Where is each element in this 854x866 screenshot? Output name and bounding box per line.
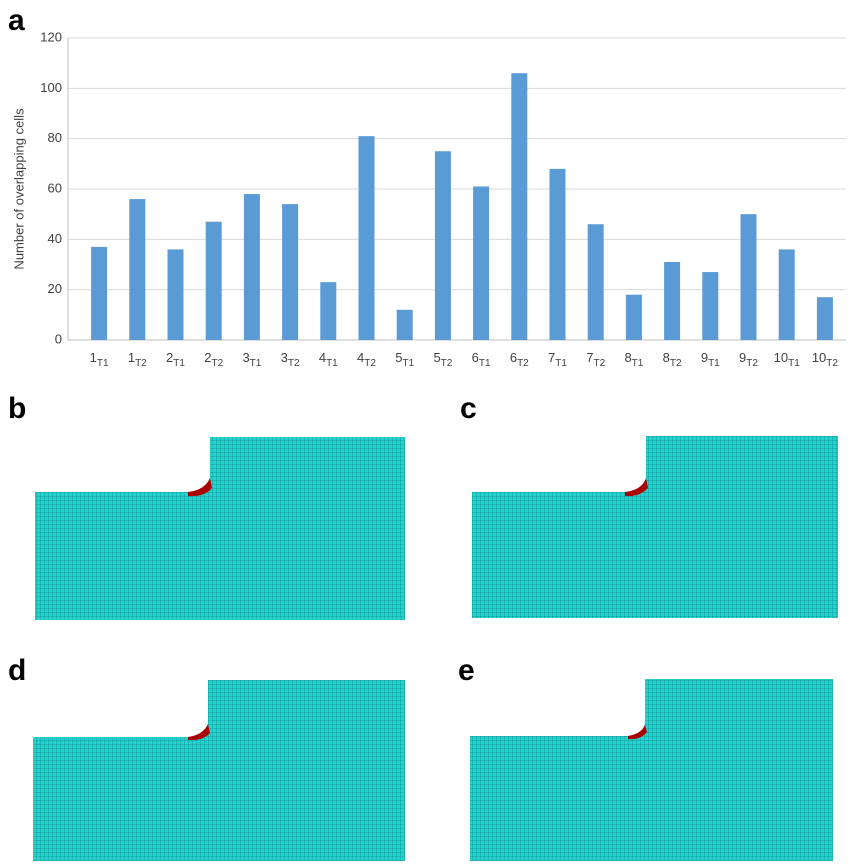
x-tick-main: 2 [166,350,173,365]
bar [91,247,107,340]
x-tick-sub: T2 [211,358,223,369]
x-tick-main: 8 [624,350,631,365]
x-tick-main: 1 [90,350,97,365]
x-tick-sub: T2 [364,358,376,369]
x-tick-sub: T1 [708,358,720,369]
x-tick-label: 3T1 [242,350,261,368]
y-tick-label: 120 [40,29,62,44]
x-tick-sub: T2 [517,358,529,369]
x-tick-sub: T1 [555,358,567,369]
y-tick-label: 100 [40,80,62,95]
x-tick-label: 5T1 [395,350,414,368]
x-tick-main: 10 [812,350,826,365]
panel-label: a [8,4,25,37]
mesh-c [472,436,838,618]
mesh-d [33,680,405,861]
x-tick-main: 7 [548,350,555,365]
x-tick-main: 4 [357,350,364,365]
x-tick-sub: T1 [97,358,109,369]
x-tick-sub: T1 [788,358,800,369]
bar [511,73,527,340]
x-tick-main: 2 [204,350,211,365]
y-tick-label: 80 [48,130,62,145]
bar [817,297,833,340]
x-tick-main: 8 [663,350,670,365]
x-tick-label: 7T2 [586,350,605,368]
bar [473,186,489,340]
bar [168,249,184,340]
bar [435,151,451,340]
x-tick-sub: T2 [135,358,147,369]
x-tick-label: 1T1 [90,350,109,368]
x-tick-label: 9T1 [701,350,720,368]
y-tick-label: 20 [48,281,62,296]
x-tick-label: 3T2 [281,350,300,368]
bar [244,194,260,340]
x-tick-sub: T2 [593,358,605,369]
mesh-e [470,679,833,861]
x-tick-label: 4T1 [319,350,338,368]
x-tick-label: 5T2 [433,350,452,368]
bar [129,199,145,340]
x-tick-label: 10T2 [812,350,839,368]
panel-label: b [8,392,26,425]
bar [359,136,375,340]
x-tick-label: 9T2 [739,350,758,368]
x-tick-main: 6 [510,350,517,365]
x-tick-label: 10T1 [774,350,801,368]
x-tick-sub: T1 [632,358,644,369]
y-axis-label: Number of overlapping cells [11,108,26,270]
x-tick-sub: T2 [746,358,758,369]
x-tick-label: 2T1 [166,350,185,368]
bar [588,224,604,340]
x-tick-label: 2T2 [204,350,223,368]
bar [702,272,718,340]
x-tick-sub: T2 [670,358,682,369]
bar [779,249,795,340]
mesh-b [35,437,405,620]
x-tick-sub: T2 [441,358,453,369]
panel-label: e [458,654,475,687]
x-tick-sub: T1 [326,358,338,369]
x-tick-label: 6T1 [472,350,491,368]
bar [550,169,566,340]
x-tick-main: 4 [319,350,326,365]
x-tick-main: 10 [774,350,788,365]
bar [626,295,642,340]
x-tick-sub: T1 [402,358,414,369]
x-tick-sub: T2 [826,358,838,369]
x-tick-label: 8T2 [663,350,682,368]
x-tick-main: 5 [395,350,402,365]
bar [206,222,222,340]
panel-label: c [460,392,477,425]
x-tick-sub: T1 [173,358,185,369]
x-tick-label: 6T2 [510,350,529,368]
x-tick-sub: T1 [479,358,491,369]
x-tick-main: 3 [242,350,249,365]
bar [320,282,336,340]
x-tick-label: 7T1 [548,350,567,368]
x-tick-main: 9 [739,350,746,365]
x-tick-label: 8T1 [624,350,643,368]
x-tick-main: 5 [433,350,440,365]
y-tick-label: 0 [55,331,62,346]
figure: a Number of overlapping cells b c d e 0 2… [0,0,854,861]
bar [282,204,298,340]
x-tick-main: 1 [128,350,135,365]
bar [664,262,680,340]
y-tick-label: 60 [48,180,62,195]
x-tick-label: 1T2 [128,350,147,368]
x-tick-main: 3 [281,350,288,365]
x-tick-label: 4T2 [357,350,376,368]
bar [397,310,413,340]
bar [741,214,757,340]
x-tick-main: 7 [586,350,593,365]
x-tick-sub: T1 [250,358,262,369]
y-tick-label: 40 [48,231,62,246]
x-tick-main: 9 [701,350,708,365]
x-tick-sub: T2 [288,358,300,369]
panel-label: d [8,654,26,687]
x-tick-main: 6 [472,350,479,365]
